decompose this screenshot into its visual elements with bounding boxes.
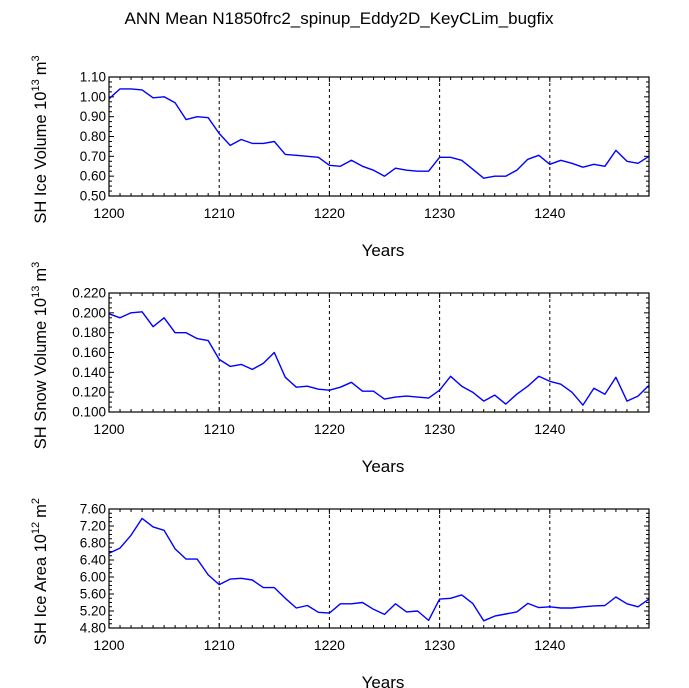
x-tick-label: 1210	[204, 637, 235, 653]
x-tick-label: 1240	[534, 421, 565, 437]
y-tick-label: 0.50	[80, 189, 106, 204]
x-tick-label: 1230	[424, 637, 455, 653]
series-line-ice-area	[108, 517, 650, 622]
y-axis-label-exponent: 12	[30, 522, 42, 534]
y-tick-label: 0.120	[72, 385, 106, 400]
plot-frame	[108, 76, 650, 197]
x-tick-label: 1230	[424, 421, 455, 437]
y-tick-label: 0.140	[72, 365, 106, 380]
x-tick-label: 1230	[424, 205, 455, 221]
y-tick-label: 0.80	[80, 129, 106, 144]
x-tick-label: 1240	[534, 205, 565, 221]
y-tick-label: 4.80	[80, 621, 106, 636]
y-tick-label: 6.40	[80, 553, 106, 568]
x-tick-label: 1240	[534, 637, 565, 653]
series-line-ice-volume	[108, 88, 650, 179]
y-axis-label-unit: m	[32, 504, 50, 518]
y-tick-label: 0.100	[72, 405, 106, 420]
y-tick-label: 0.220	[72, 286, 106, 301]
y-tick-label: 7.20	[80, 519, 106, 534]
y-tick-label: 0.180	[72, 325, 106, 340]
y-axis-label-unit-exponent: 3	[30, 262, 42, 268]
y-tick-label: 0.90	[80, 109, 106, 124]
y-axis-label-text: SH Snow Volume 10	[32, 298, 50, 449]
y-tick-label: 7.60	[80, 502, 106, 517]
x-tick-label: 1220	[314, 205, 345, 221]
series-line-snow-volume	[108, 311, 650, 406]
y-axis-label-unit: m	[32, 268, 50, 282]
y-axis-label-exponent: 13	[30, 286, 42, 298]
y-axis-label-exponent: 13	[30, 79, 42, 91]
x-tick-label: 1220	[314, 421, 345, 437]
y-tick-label: 6.80	[80, 536, 106, 551]
y-axis-label: SH Ice Volume 1013 m3	[30, 55, 50, 223]
y-axis-label-text: SH Ice Area 10	[32, 534, 50, 645]
y-axis-label: SH Ice Area 1012 m2	[30, 498, 50, 645]
y-axis-label: SH Snow Volume 1013 m3	[30, 262, 50, 449]
x-tick-label: 1200	[93, 421, 124, 437]
y-tick-label: 0.160	[72, 345, 106, 360]
chart-panel-ice-volume: 0.50 0.60 0.70 0.80 0.90 1.00 1.10 1200 1210 1220…	[30, 55, 650, 260]
y-axis-label-unit-exponent: 3	[30, 55, 42, 61]
y-tick-label: 6.00	[80, 570, 106, 585]
y-tick-label: 5.60	[80, 587, 106, 602]
chart-panel-ice-area: 4.80 5.20 5.60 6.00 6.40 6.80 7.20 7.60 1200 1210…	[30, 498, 650, 688]
y-tick-label: 0.60	[80, 169, 106, 184]
y-axis-label-unit-exponent: 2	[30, 498, 42, 504]
y-axis-label-text: SH Ice Volume 10	[32, 92, 50, 224]
y-tick-label: 5.20	[80, 604, 106, 619]
x-axis-label: Years	[362, 673, 405, 688]
x-tick-label: 1210	[204, 421, 235, 437]
chart-panel-snow-volume: 0.100 0.120 0.140 0.160 0.180 0.200 0.220 1200 1…	[30, 262, 650, 476]
x-axis-label: Years	[362, 241, 405, 260]
x-tick-label: 1210	[204, 205, 235, 221]
x-axis-label: Years	[362, 457, 405, 476]
figure-title: ANN Mean N1850frc2_spinup_Eddy2D_KeyCLim…	[124, 9, 554, 28]
y-tick-label: 0.200	[72, 305, 106, 320]
plot-frame	[108, 508, 650, 629]
plot-frame	[108, 292, 650, 413]
y-axis-label-unit: m	[32, 62, 50, 76]
y-tick-label: 1.10	[80, 70, 106, 85]
x-tick-label: 1200	[93, 205, 124, 221]
x-tick-label: 1220	[314, 637, 345, 653]
x-tick-label: 1200	[93, 637, 124, 653]
y-tick-label: 0.70	[80, 149, 106, 164]
y-tick-label: 1.00	[80, 89, 106, 104]
